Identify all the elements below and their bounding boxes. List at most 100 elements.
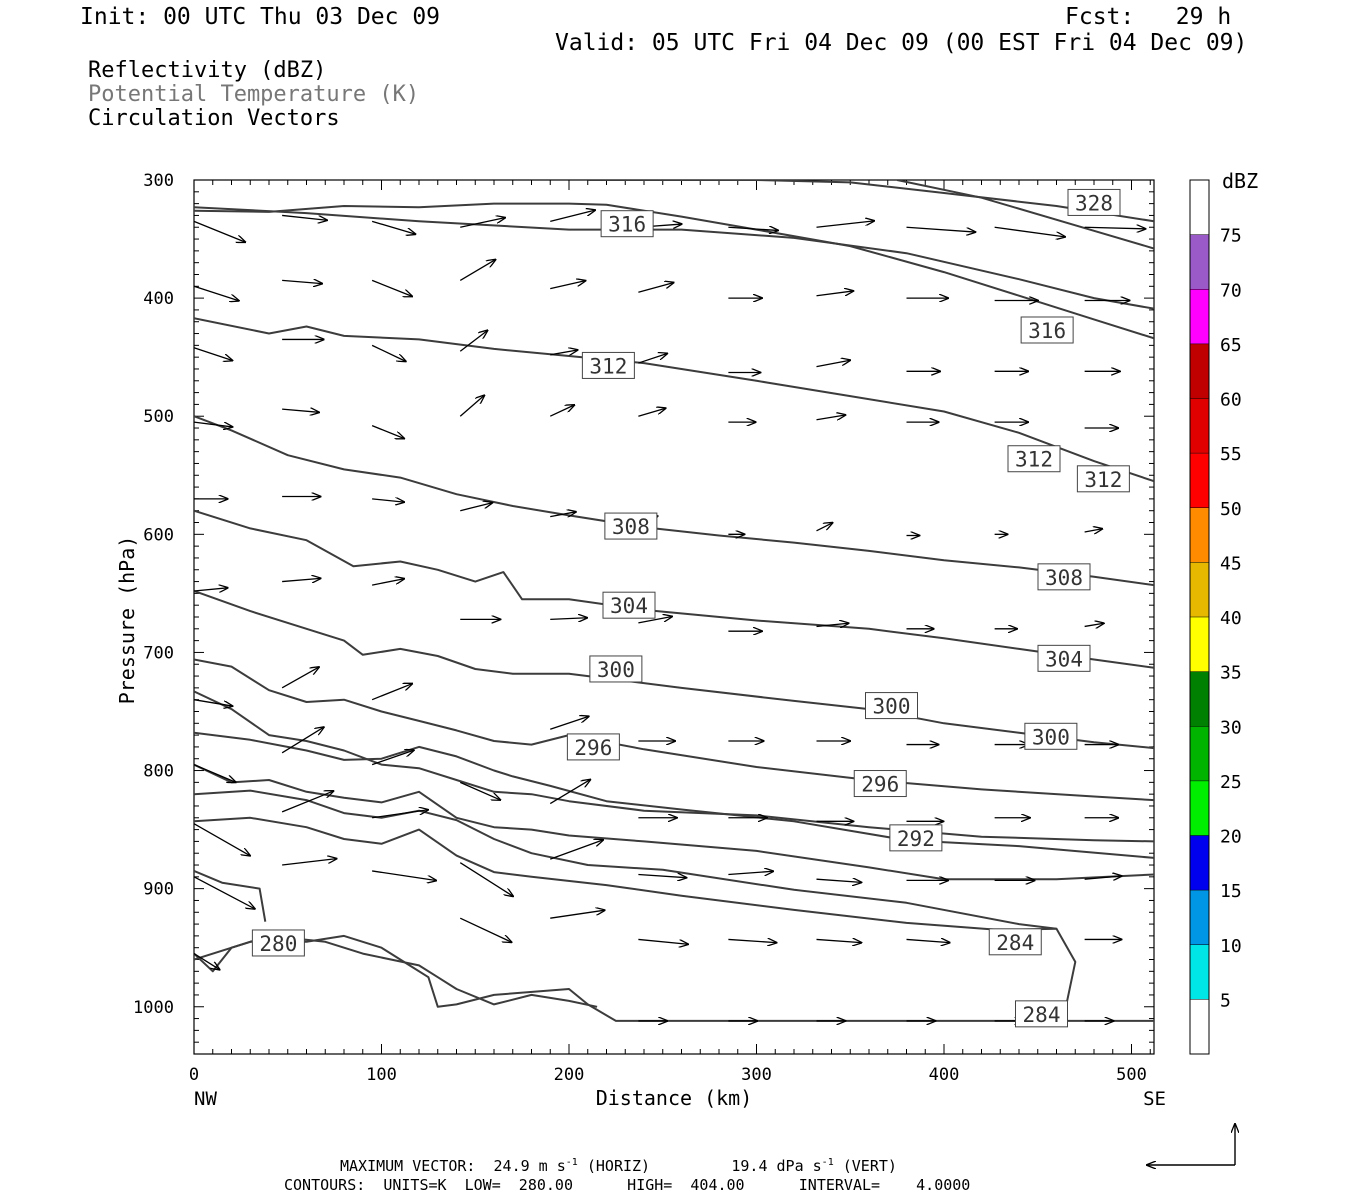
colorbar-swatch (1190, 835, 1209, 891)
contour-label-text: 308 (1045, 566, 1083, 590)
circulation-vector (281, 791, 333, 813)
legend-reflectivity: Reflectivity (dBZ) (88, 58, 327, 83)
circulation-vector (549, 405, 574, 417)
circulation-vector (638, 408, 665, 417)
contour-label-box (889, 824, 943, 852)
contour-label-box (853, 770, 907, 798)
circulation-vector (459, 781, 500, 800)
x-tick-label: 300 (741, 1065, 772, 1085)
max-horiz-exp: -1 (565, 1157, 578, 1168)
circulation-vector (193, 285, 239, 300)
circulation-vector (282, 578, 320, 581)
contour-label: 304 (1037, 644, 1091, 672)
circulation-vector (371, 750, 414, 766)
x-tick-label: 200 (554, 1065, 585, 1085)
contour-label: 316 (1020, 316, 1074, 344)
circulation-vector (460, 218, 505, 228)
contour-label-text: 308 (612, 515, 650, 539)
contour-label: 296 (853, 770, 907, 798)
circulation-vector (459, 330, 487, 352)
circulation-vector (638, 874, 686, 877)
circulation-vector (550, 281, 585, 290)
contour-label-box (1015, 1000, 1068, 1028)
colorbar-label: 10 (1220, 936, 1242, 957)
colorbar-swatch (1190, 999, 1209, 1054)
colorbar-label: 60 (1220, 390, 1242, 411)
circulation-vector (1084, 876, 1122, 879)
circulation-vector (550, 512, 576, 517)
colorbar-label: 40 (1220, 608, 1242, 629)
circulation-vector (372, 870, 436, 881)
circulation-vector (816, 415, 846, 421)
colorbar-label: 5 (1220, 990, 1231, 1011)
circulation-vector (816, 221, 875, 228)
circulation-vector (193, 421, 232, 427)
colorbar-swatch (1190, 562, 1209, 617)
contour-label-box (566, 733, 620, 761)
contour-label: 312 (1076, 465, 1130, 493)
contour-label: 284 (1015, 1000, 1068, 1028)
contours-line: CONTOURS: UNITS=K LOW= 280.00 HIGH= 404.… (284, 1176, 971, 1194)
colorbar-swatch (1190, 780, 1209, 836)
theta-contour (194, 731, 1154, 859)
valid-time: Valid: 05 UTC Fri 04 Dec 09 (00 EST Fri … (555, 30, 1248, 56)
colorbar-label: 50 (1220, 499, 1242, 520)
max-vector-label: MAXIMUM VECTOR: (340, 1157, 476, 1175)
contour-label-box (1037, 563, 1091, 591)
colorbar-swatch (1190, 671, 1209, 727)
circulation-vector (550, 350, 577, 355)
circulation-vector (1084, 623, 1104, 626)
contour-label-box (581, 351, 635, 379)
circulation-vector (282, 859, 336, 866)
x-end-label-left: NW (194, 1088, 217, 1110)
contour-label: 328 (1067, 188, 1121, 216)
colorbar-label: 30 (1220, 717, 1242, 738)
circulation-vector (193, 764, 236, 783)
contour-label-box (589, 655, 643, 683)
circulation-vector (816, 939, 862, 942)
circulation-vector (728, 227, 778, 230)
circulation-vector (281, 667, 319, 689)
circulation-vector (906, 226, 976, 232)
contour-label-box (1067, 188, 1121, 216)
circulation-vector (193, 347, 232, 361)
contour-label-box (1076, 465, 1130, 493)
theta-contour (194, 415, 1154, 587)
circulation-vector (193, 699, 232, 706)
contour-label-text: 316 (1028, 319, 1066, 343)
circulation-vector (550, 910, 604, 919)
circulation-vector (638, 353, 667, 364)
contour-label-box (600, 210, 654, 238)
circulation-vector (994, 226, 1065, 237)
x-tick-label: 0 (189, 1065, 199, 1085)
circulation-vector (193, 953, 220, 970)
y-tick-label: 900 (143, 880, 174, 900)
theta-contour (194, 206, 1154, 310)
colorbar-label: 75 (1220, 226, 1242, 247)
contour-label: 292 (889, 824, 943, 852)
legend-vectors: Circulation Vectors (88, 106, 340, 131)
contour-label: 296 (566, 733, 620, 761)
colorbar-label: 25 (1220, 772, 1242, 793)
contour-label-box (1020, 316, 1074, 344)
contour-label-box (602, 591, 656, 619)
y-tick-label: 1000 (133, 998, 174, 1018)
colorbar-title: dBZ (1222, 169, 1258, 193)
circulation-vector (1084, 227, 1146, 229)
circulation-vector (816, 879, 862, 882)
colorbar-label: 55 (1220, 444, 1242, 465)
contour-label-text: 292 (897, 827, 935, 851)
max-vert-exp: -1 (821, 1157, 834, 1168)
contour-label-text: 328 (1075, 191, 1113, 215)
contour-label-text: 300 (1032, 725, 1070, 749)
theta-contour (896, 180, 1154, 250)
colorbar-label: 65 (1220, 335, 1242, 356)
y-tick-label: 600 (143, 525, 174, 545)
circulation-vector (638, 938, 688, 944)
contour-label-box (1024, 722, 1078, 750)
circulation-vector (638, 617, 672, 624)
theta-contour (194, 590, 1154, 750)
theta-contour (194, 509, 1154, 669)
x-tick-label: 500 (1116, 1065, 1147, 1085)
